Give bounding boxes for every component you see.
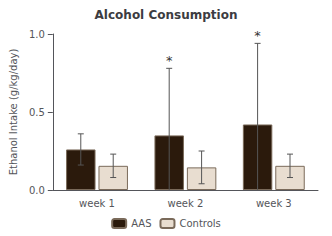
svg-text:*: *: [254, 28, 261, 43]
svg-text:0.5: 0.5: [29, 107, 45, 118]
svg-text:week 2: week 2: [167, 198, 203, 209]
svg-text:Ethanol Intake (g/kg/day): Ethanol Intake (g/kg/day): [8, 49, 19, 176]
svg-text:Controls: Controls: [179, 218, 220, 229]
svg-text:AAS: AAS: [131, 218, 151, 229]
svg-text:0.0: 0.0: [29, 185, 45, 196]
svg-text:week 1: week 1: [79, 198, 115, 209]
svg-text:1.0: 1.0: [29, 29, 45, 40]
svg-text:Alcohol Consumption: Alcohol Consumption: [95, 8, 238, 22]
svg-text:week 3: week 3: [256, 198, 292, 209]
svg-text:*: *: [166, 53, 173, 68]
